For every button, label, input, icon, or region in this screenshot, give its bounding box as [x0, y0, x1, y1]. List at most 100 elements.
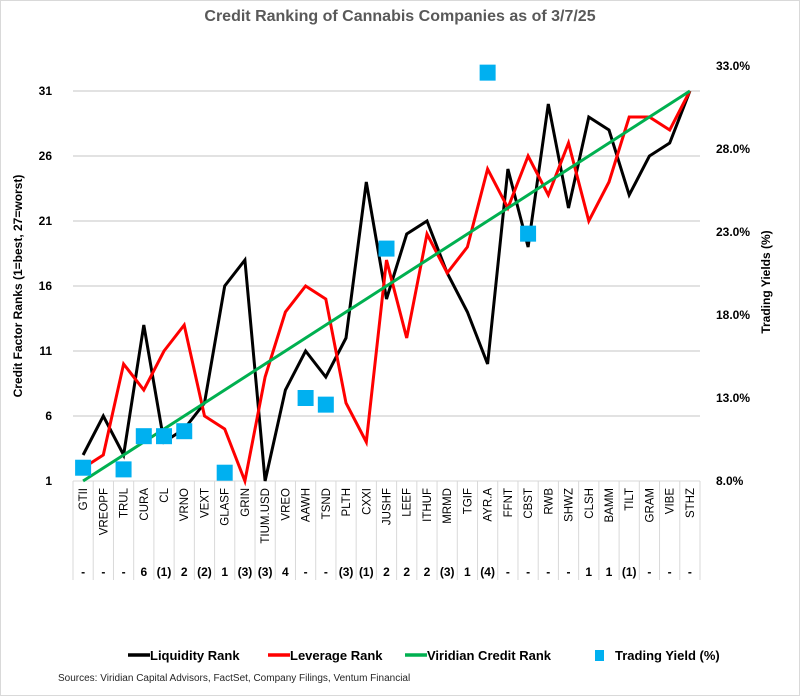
category-label: PLTH	[341, 488, 353, 517]
rank-change-label: 1	[585, 565, 592, 579]
rank-change-label: -	[688, 565, 692, 579]
legend-label: Liquidity Rank	[150, 648, 240, 663]
category-label: STHZ	[685, 488, 697, 518]
y2-tick-label: 13.0%	[716, 391, 750, 405]
legend-item: Trading Yield (%)	[595, 648, 720, 663]
category-label: VIBE	[665, 488, 677, 515]
category-label: BAMM	[604, 488, 616, 523]
legend: Liquidity Rank Leverage Rank Viridian Cred…	[128, 648, 720, 663]
legend-item: Viridian Credit Rank	[405, 648, 552, 663]
legend-square-icon	[595, 650, 604, 661]
y-tick-label: 16	[39, 279, 53, 293]
category-label: VREO	[280, 488, 292, 521]
rank-change-label: (3)	[440, 565, 455, 579]
rank-change-label: (4)	[480, 565, 495, 579]
rank-change-label: 4	[282, 565, 289, 579]
rank-change-label: -	[546, 565, 550, 579]
category-label: VREOPF	[98, 488, 110, 535]
category-table-grid	[72, 481, 701, 580]
legend-item: Liquidity Rank	[128, 648, 240, 663]
rank-change-label: (1)	[157, 565, 172, 579]
category-label: TILT	[624, 488, 636, 511]
yield-marker	[115, 461, 132, 478]
series-viridian-credit-rank	[82, 89, 691, 483]
category-label: RWB	[543, 488, 555, 515]
yield-marker	[520, 225, 537, 242]
category-label: MRMD	[442, 488, 454, 524]
yield-marker	[297, 390, 314, 406]
y-axis-title: Credit Factor Ranks (1=best, 27=worst)	[11, 175, 25, 398]
legend-label: Trading Yield (%)	[615, 648, 720, 663]
rank-change-label: -	[567, 565, 571, 579]
rank-change-label: -	[647, 565, 651, 579]
category-label: TSND	[321, 488, 333, 519]
rank-change-label: -	[506, 565, 510, 579]
category-label: VRNO	[179, 488, 191, 521]
legend-item: Leverage Rank	[268, 648, 383, 663]
category-label: SHWZ	[564, 488, 576, 522]
rank-change-label: 6	[140, 565, 147, 579]
y-tick-label: 31	[39, 84, 53, 98]
category-label: AAWH	[301, 488, 313, 522]
rank-change-label: 2	[403, 565, 410, 579]
category-label: AYR.A	[483, 488, 495, 522]
legend-label: Viridian Credit Rank	[427, 648, 552, 663]
category-labels: GTII VREOPF TRUL CURA CL VRNO VEXT GLASF GRIN TIU…	[78, 487, 697, 543]
legend-label: Leverage Rank	[290, 648, 383, 663]
rank-change-label: -	[122, 565, 126, 579]
rank-change-label: -	[81, 565, 85, 579]
rank-change-label: (3)	[339, 565, 354, 579]
category-label: CXXI	[361, 488, 373, 515]
rank-change-label: 2	[424, 565, 431, 579]
yield-marker	[176, 423, 193, 440]
y-tick-label: 21	[39, 214, 53, 228]
rank-change-label: -	[324, 565, 328, 579]
category-label: CL	[159, 487, 171, 502]
category-label: TRUL	[119, 487, 131, 518]
category-label: FFNT	[503, 488, 515, 517]
category-label: LEEF	[402, 488, 414, 517]
category-label: GLASF	[220, 488, 232, 526]
category-label: CURA	[139, 488, 151, 521]
y2-tick-label: 28.0%	[716, 142, 750, 156]
category-label: JUSHF	[382, 488, 394, 525]
category-label: CBST	[523, 488, 535, 519]
rank-change-label: 2	[383, 565, 390, 579]
y2-tick-label: 18.0%	[716, 308, 750, 322]
y-tick-label: 6	[45, 409, 52, 423]
category-label: TGIF	[462, 488, 474, 514]
gridlines	[73, 90, 700, 482]
y-tick-label: 11	[39, 344, 52, 358]
category-label: TIUM.USD	[260, 488, 272, 544]
yield-marker	[156, 428, 173, 445]
y2-tick-label: 8.0%	[716, 474, 744, 488]
category-label: CLSH	[584, 488, 596, 519]
rank-change-label: -	[526, 565, 530, 579]
y2-axis-ticks: 8.0% 13.0% 18.0% 23.0% 28.0% 33.0%	[716, 59, 750, 488]
rank-change-label: (1)	[359, 565, 374, 579]
rank-change-label: 1	[606, 565, 613, 579]
y-tick-label: 1	[45, 474, 52, 488]
yield-marker	[216, 464, 233, 481]
rank-change-label: (2)	[197, 565, 212, 579]
rank-change-label: 1	[221, 565, 228, 579]
rank-change-label: -	[304, 565, 308, 579]
chart-title: Credit Ranking of Cannabis Companies as …	[204, 8, 595, 25]
rank-change-label: -	[101, 565, 105, 579]
rank-change-label: -	[668, 565, 672, 579]
y2-tick-label: 23.0%	[716, 225, 750, 239]
yield-marker	[135, 428, 152, 445]
yield-marker	[317, 396, 334, 413]
rank-change-label: (3)	[258, 565, 273, 579]
y2-tick-label: 33.0%	[716, 59, 750, 73]
rank-change-label: 2	[181, 565, 188, 579]
series-trading-yield	[75, 64, 537, 481]
rank-change-label: (1)	[622, 565, 637, 579]
rank-change-labels: - - -6 (1) 2 (2) 1 (3) (3) 4- - (3) (1) 2 2 2 (3) 1 (4) - - -…	[81, 565, 692, 579]
y-tick-label: 26	[39, 149, 53, 163]
yield-marker	[75, 459, 92, 476]
rank-change-label: 1	[464, 565, 471, 579]
series-layer	[75, 64, 692, 487]
